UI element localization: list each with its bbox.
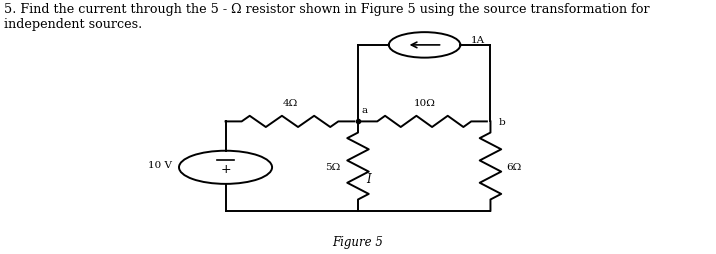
Text: b: b bbox=[499, 117, 505, 126]
Text: 5. Find the current through the 5 - Ω resistor shown in Figure 5 using the sourc: 5. Find the current through the 5 - Ω re… bbox=[4, 3, 649, 30]
Text: 1A: 1A bbox=[471, 36, 485, 45]
Text: 10 V: 10 V bbox=[147, 161, 172, 170]
Text: 5Ω: 5Ω bbox=[325, 162, 340, 171]
Text: 6Ω: 6Ω bbox=[506, 162, 521, 171]
Text: Figure 5: Figure 5 bbox=[332, 235, 384, 248]
Text: +: + bbox=[221, 163, 231, 175]
Text: a: a bbox=[362, 105, 368, 114]
Text: 4Ω: 4Ω bbox=[282, 99, 298, 108]
Text: I: I bbox=[367, 173, 371, 185]
Text: 10Ω: 10Ω bbox=[413, 99, 435, 108]
